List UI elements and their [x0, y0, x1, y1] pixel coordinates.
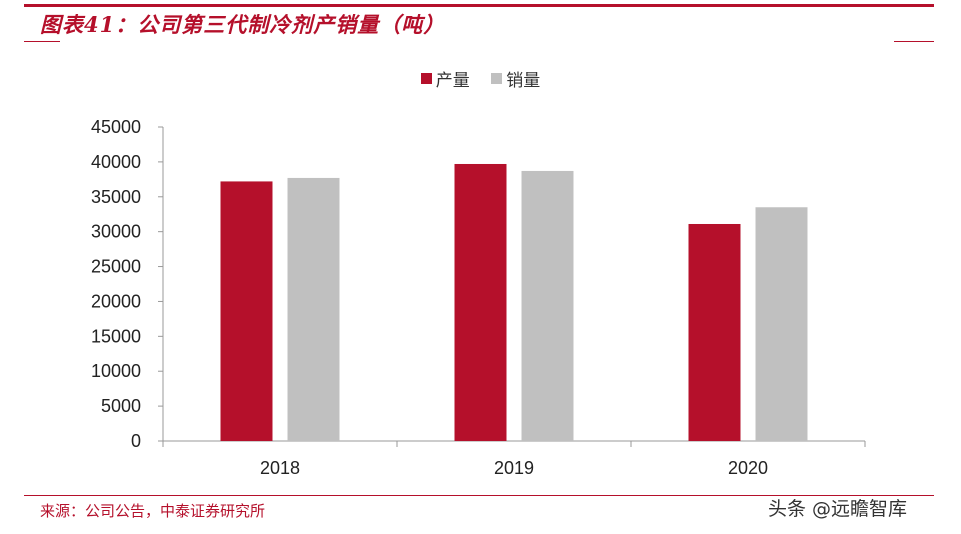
bar-sales: [287, 177, 340, 441]
legend-swatch-production: [420, 73, 432, 84]
chart-title: 图表41：公司第三代制冷剂产销量（吨）: [40, 12, 446, 37]
bar-production: [688, 223, 741, 441]
bar-production: [220, 181, 273, 441]
y-tick-label: 45000: [91, 117, 141, 137]
bar-sales: [521, 170, 574, 441]
source-note: 来源：公司公告，中泰证券研究所: [40, 502, 266, 520]
x-tick-label: 2020: [728, 458, 768, 478]
y-tick-label: 15000: [91, 326, 141, 346]
bar-production: [454, 163, 507, 441]
y-tick-label: 40000: [91, 152, 141, 172]
y-tick-label: 10000: [91, 361, 141, 381]
y-tick-label: 5000: [101, 396, 141, 416]
title-underline-right: [894, 41, 934, 42]
legend-label-production: 产量: [435, 71, 470, 91]
y-tick-label: 35000: [91, 187, 141, 207]
bottom-rule: [24, 495, 934, 496]
legend: 产量 销量: [0, 66, 961, 91]
title-underline-left: [24, 41, 60, 42]
y-tick-label: 30000: [91, 222, 141, 242]
legend-label-sales: 销量: [506, 71, 541, 91]
legend-swatch-sales: [491, 73, 503, 84]
y-tick-label: 20000: [91, 291, 141, 311]
y-tick-label: 25000: [91, 257, 141, 277]
bar-sales: [755, 207, 808, 441]
legend-item-production: 产量: [420, 66, 470, 91]
x-tick-label: 2019: [494, 458, 534, 478]
y-tick-label: 0: [131, 431, 141, 451]
x-tick-label: 2018: [260, 458, 300, 478]
legend-item-sales: 销量: [491, 66, 540, 91]
top-rule: [24, 4, 934, 7]
watermark: 头条 @远瞻智库: [768, 498, 908, 520]
